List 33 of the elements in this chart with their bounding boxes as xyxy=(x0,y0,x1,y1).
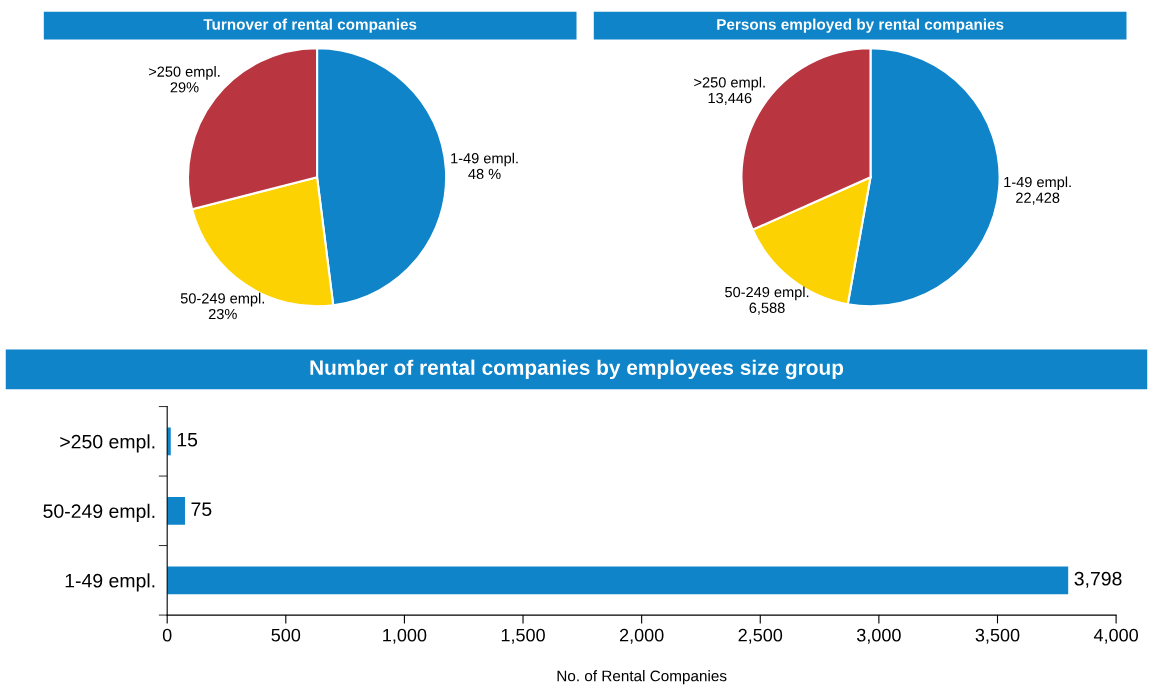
x-tick-label: 2,500 xyxy=(738,628,783,644)
y-tick-label: 50-249 empl. xyxy=(43,503,155,522)
data-label: 13,446 xyxy=(708,92,752,105)
slice-label: >250 empl. xyxy=(694,76,765,91)
data-label: 6,588 xyxy=(749,302,785,315)
x-tick-label: 2,000 xyxy=(619,628,664,644)
x-tick-label: 0 xyxy=(162,628,172,642)
x-tick-label: 1,000 xyxy=(383,628,427,644)
data-label: 48 % xyxy=(468,168,501,180)
data-label: 22,428 xyxy=(1016,192,1060,205)
x-tick-label: 1,500 xyxy=(501,628,545,644)
x-tick-label: 3,500 xyxy=(975,628,1020,644)
x-tick-label: 3,000 xyxy=(856,628,901,644)
chart-title: Number of rental companies by employees size group xyxy=(310,359,844,380)
bar xyxy=(167,566,1069,595)
slice-label: 50-249 empl. xyxy=(725,286,809,301)
data-label: 29% xyxy=(170,82,199,93)
chart-title: Persons employed by rental companies xyxy=(717,18,1004,33)
data-label: 15 xyxy=(177,432,198,447)
x-tick-label: 4,000 xyxy=(1093,628,1138,644)
slice-label: 1-49 empl. xyxy=(451,152,518,167)
slice-label: >250 empl. xyxy=(148,66,220,80)
x-axis-title: No. of Rental Companies xyxy=(557,670,727,685)
y-tick-label: >250 empl. xyxy=(60,434,155,453)
chart-title: Turnover of rental companies xyxy=(203,18,417,33)
data-label: 23% xyxy=(208,308,237,320)
data-label: 75 xyxy=(191,502,212,517)
slice-label: 50-249 empl. xyxy=(180,292,264,307)
bar xyxy=(167,496,185,525)
slice-label: 1-49 empl. xyxy=(1004,176,1071,191)
y-tick-label: 1-49 empl. xyxy=(65,573,155,592)
x-tick-label: 500 xyxy=(271,628,301,642)
data-label: 3,798 xyxy=(1074,571,1122,588)
